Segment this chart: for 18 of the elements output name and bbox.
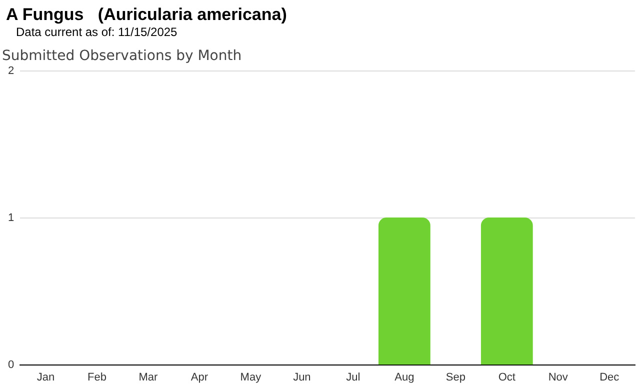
y-tick-label: 2 [8,64,14,77]
x-tick-label: Mar [138,371,158,384]
chart-subtitle: Data current as of: 11/15/2025 [16,25,178,39]
x-tick-label: May [240,371,262,384]
y-tick-label: 0 [8,358,14,371]
x-tick-label: Jul [346,371,360,384]
x-tick-label: Jan [36,371,55,384]
x-tick-label: Jun [293,371,311,384]
x-tick-label: Feb [87,371,106,384]
x-tick-label: Nov [548,371,568,384]
x-tick-label: Apr [190,371,208,384]
x-tick-label: Oct [498,371,516,384]
y-tick-label: 1 [8,212,14,224]
x-tick-label: Aug [394,371,414,384]
x-tick-label: Dec [600,371,620,384]
text: Submitted Observations by Month [2,48,242,64]
chart-title: A Fungus (Auricularia americana) [6,5,287,25]
x-tick-label: Sep [446,371,466,384]
